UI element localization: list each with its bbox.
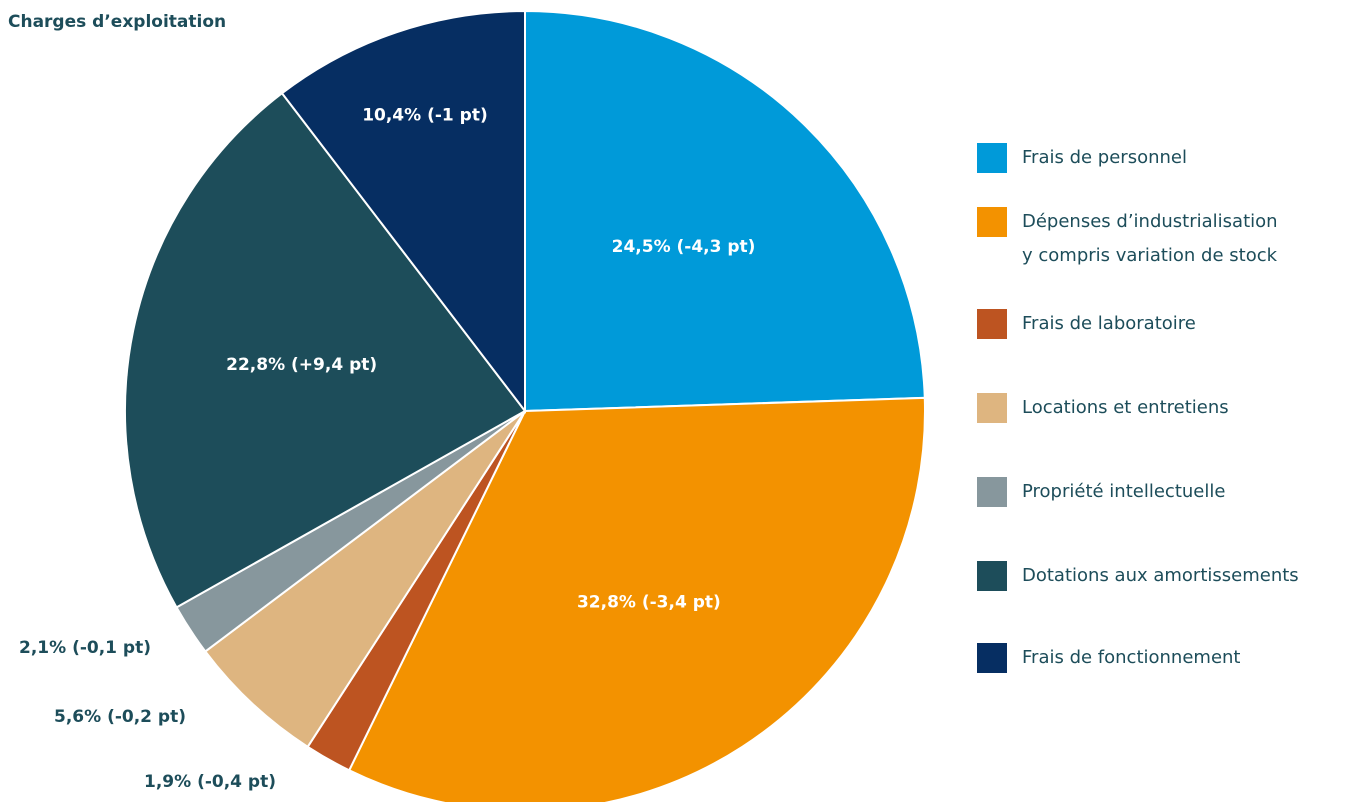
legend-label: Locations et entretiens	[1022, 397, 1229, 418]
data-label: 2,1% (-0,1 pt)	[19, 638, 151, 658]
legend-swatch	[977, 143, 1007, 173]
legend-item: Frais de personnel	[977, 143, 1347, 175]
legend-swatch	[977, 309, 1007, 339]
pie-slice	[347, 396, 926, 802]
chart: Charges d’exploitation 24,5% (-4,3 pt) 32…	[8, 9, 926, 802]
legend-item: Frais de laboratoire	[977, 309, 1347, 341]
legend-label: Propriété intellectuelle	[1022, 481, 1226, 502]
legend-swatch	[977, 643, 1007, 673]
legend-label: Dépenses d’industrialisation y compris v…	[1022, 211, 1278, 266]
chart-title: Charges d’exploitation	[8, 12, 226, 32]
data-label: 32,8% (-3,4 pt)	[577, 592, 721, 612]
legend-item: Dotations aux amortissements	[977, 561, 1347, 593]
pie-slice	[124, 91, 527, 609]
data-label: 5,6% (-0,2 pt)	[54, 707, 186, 727]
legend-label: Dotations aux amortissements	[1022, 565, 1299, 586]
data-label: 10,4% (-1 pt)	[362, 105, 488, 125]
data-label: 1,9% (-0,4 pt)	[144, 772, 276, 792]
legend-item: Frais de fonctionnement	[977, 643, 1347, 675]
legend-swatch	[977, 393, 1007, 423]
pie-slice	[524, 9, 926, 413]
pie-slice	[280, 9, 526, 414]
legend-label: Frais de fonctionnement	[1022, 647, 1241, 668]
legend-item: Dépenses d’industrialisation y compris v…	[977, 207, 1347, 273]
legend-swatch	[977, 561, 1007, 591]
legend-label: Frais de personnel	[1022, 147, 1187, 168]
legend-swatch	[977, 477, 1007, 507]
data-label: 24,5% (-4,3 pt)	[612, 237, 756, 257]
data-label: 22,8% (+9,4 pt)	[226, 355, 377, 375]
legend-swatch	[977, 207, 1007, 237]
legend-item: Propriété intellectuelle	[977, 477, 1347, 509]
legend-label: Frais de laboratoire	[1022, 313, 1196, 334]
pie-slice	[203, 410, 526, 749]
legend-item: Locations et entretiens	[977, 393, 1347, 425]
